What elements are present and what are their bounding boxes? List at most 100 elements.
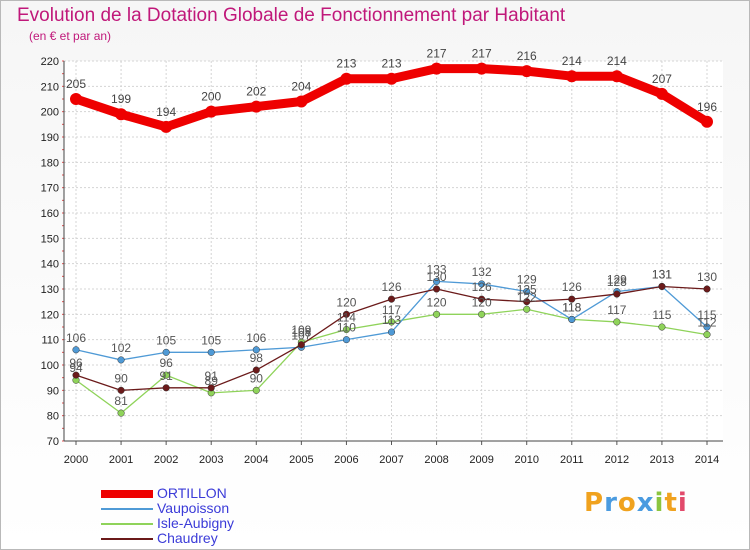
data-point bbox=[162, 348, 170, 356]
x-tick-label: 2011 bbox=[560, 454, 584, 466]
y-tick-label: 130 bbox=[41, 284, 59, 296]
data-point bbox=[295, 95, 308, 108]
y-tick-label: 100 bbox=[41, 360, 59, 372]
data-label: 106 bbox=[246, 331, 266, 345]
x-tick-label: 2002 bbox=[154, 454, 178, 466]
legend-label: Chaudrey bbox=[157, 530, 218, 546]
data-point bbox=[387, 318, 396, 326]
data-point bbox=[703, 323, 711, 331]
data-label: 107 bbox=[291, 328, 311, 342]
data-label: 207 bbox=[652, 72, 672, 86]
data-point bbox=[252, 346, 260, 354]
data-label: 94 bbox=[69, 361, 83, 375]
data-point bbox=[72, 371, 80, 379]
data-point bbox=[70, 93, 82, 105]
data-label: 106 bbox=[66, 331, 86, 345]
data-point bbox=[475, 62, 488, 75]
data-label: 130 bbox=[697, 270, 717, 284]
data-label: 105 bbox=[201, 333, 221, 347]
data-point bbox=[568, 295, 576, 303]
data-point bbox=[523, 305, 531, 313]
data-point bbox=[430, 62, 443, 75]
data-label: 117 bbox=[382, 303, 401, 317]
x-tick-label: 2010 bbox=[514, 454, 538, 466]
data-point bbox=[342, 325, 350, 334]
x-tick-label: 2003 bbox=[199, 454, 223, 466]
data-point bbox=[523, 298, 531, 306]
y-tick-label: 90 bbox=[47, 385, 59, 397]
data-label: 214 bbox=[607, 54, 627, 68]
data-label: 204 bbox=[291, 80, 311, 94]
data-label: 96 bbox=[159, 356, 173, 370]
data-label: 118 bbox=[562, 300, 581, 314]
data-label: 128 bbox=[607, 275, 627, 289]
data-point bbox=[433, 285, 441, 293]
y-tick-label: 190 bbox=[41, 132, 59, 144]
data-point bbox=[520, 65, 533, 78]
data-label: 120 bbox=[472, 295, 492, 309]
legend-item-vaupoisson: Vaupoisson bbox=[101, 501, 234, 516]
data-label: 110 bbox=[337, 321, 356, 335]
legend-item-chaudrey: Chaudrey bbox=[101, 531, 234, 546]
chart-subtitle: (en € et par an) bbox=[29, 29, 112, 43]
data-label: 113 bbox=[382, 313, 401, 327]
legend-swatch bbox=[101, 537, 153, 540]
data-label: 126 bbox=[562, 280, 582, 294]
series-isle-aubigny bbox=[72, 305, 711, 417]
data-label: 202 bbox=[246, 85, 266, 99]
legend: ORTILLON Vaupoisson Isle-Aubigny Chaudrey bbox=[101, 486, 234, 546]
x-tick-label: 2004 bbox=[244, 454, 268, 466]
series-chaudrey bbox=[72, 282, 711, 394]
series-ortillon bbox=[70, 62, 713, 133]
data-point bbox=[250, 100, 263, 113]
data-label: 120 bbox=[336, 295, 356, 309]
legend-item-isle-aubigny: Isle-Aubigny bbox=[101, 516, 234, 531]
legend-label: Vaupoisson bbox=[157, 500, 230, 516]
data-point bbox=[205, 105, 218, 118]
data-point bbox=[162, 384, 170, 392]
data-point bbox=[342, 310, 350, 318]
data-point bbox=[385, 72, 398, 85]
data-label: 122 bbox=[517, 290, 537, 304]
data-point bbox=[117, 386, 125, 394]
data-label: 90 bbox=[114, 371, 128, 385]
y-tick-label: 120 bbox=[41, 309, 59, 321]
data-label: 91 bbox=[205, 369, 219, 383]
x-tick-label: 2007 bbox=[379, 454, 403, 466]
data-label: 129 bbox=[517, 273, 537, 287]
x-axis: 2000 2001 2002 2003 2004 2005 2006 2007 2008 2009… bbox=[64, 440, 723, 466]
data-label: 125 bbox=[517, 283, 537, 297]
data-label: 133 bbox=[427, 262, 447, 276]
data-label: 129 bbox=[607, 273, 627, 287]
data-point bbox=[703, 331, 711, 339]
data-label: 114 bbox=[337, 311, 356, 325]
data-label: 115 bbox=[697, 308, 716, 322]
y-axis: 70 80 90 100 110 120 130 140 150 160 170 180 190 200 2… bbox=[41, 56, 65, 448]
data-label: 98 bbox=[250, 351, 264, 365]
data-label: 217 bbox=[472, 47, 492, 61]
chart-title: Evolution de la Dotation Globale de Fonc… bbox=[17, 5, 566, 26]
y-tick-label: 170 bbox=[41, 183, 59, 195]
data-label: 213 bbox=[381, 57, 401, 71]
legend-swatch bbox=[101, 489, 153, 498]
data-label: 196 bbox=[697, 100, 717, 114]
data-point bbox=[387, 295, 396, 303]
data-point bbox=[117, 409, 125, 417]
data-point bbox=[72, 346, 80, 354]
y-tick-label: 200 bbox=[41, 107, 59, 119]
data-point bbox=[613, 318, 621, 326]
data-point bbox=[568, 315, 576, 323]
legend-swatch bbox=[101, 507, 153, 510]
data-point bbox=[701, 115, 713, 128]
y-tick-label: 180 bbox=[41, 157, 59, 169]
y-tick-label: 110 bbox=[41, 335, 59, 347]
data-label: 81 bbox=[114, 394, 128, 408]
data-label: 200 bbox=[201, 90, 221, 104]
data-point bbox=[655, 87, 668, 100]
y-tick-label: 150 bbox=[41, 233, 59, 245]
data-point bbox=[162, 371, 170, 379]
data-label: 90 bbox=[250, 371, 264, 385]
data-point bbox=[523, 287, 531, 296]
